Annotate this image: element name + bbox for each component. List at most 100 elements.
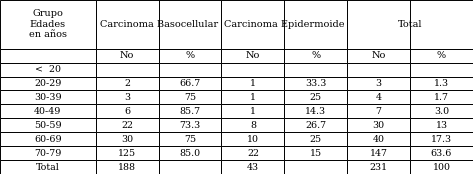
- Text: 73.3: 73.3: [179, 121, 201, 130]
- Bar: [158, 63, 221, 77]
- Bar: [96, 77, 158, 90]
- Bar: [410, 160, 473, 174]
- Text: 40: 40: [373, 135, 385, 144]
- Text: 40-49: 40-49: [34, 107, 61, 116]
- Text: 3: 3: [124, 93, 130, 102]
- Bar: [284, 160, 347, 174]
- Bar: [158, 49, 221, 63]
- Bar: [0, 104, 96, 118]
- Text: 20-29: 20-29: [34, 79, 61, 88]
- Text: Total: Total: [36, 163, 60, 172]
- Bar: [221, 146, 284, 160]
- Text: 6: 6: [124, 107, 130, 116]
- Text: 10: 10: [247, 135, 259, 144]
- Text: 22: 22: [121, 121, 133, 130]
- Bar: [96, 132, 158, 146]
- Text: %: %: [185, 51, 194, 60]
- Bar: [221, 77, 284, 90]
- Text: 231: 231: [369, 163, 388, 172]
- Text: 26.7: 26.7: [305, 121, 326, 130]
- Text: 60-69: 60-69: [34, 135, 61, 144]
- Bar: [284, 118, 347, 132]
- Bar: [0, 90, 96, 104]
- Text: Grupo
Edades
en años: Grupo Edades en años: [29, 9, 67, 39]
- Text: 85.7: 85.7: [179, 107, 201, 116]
- Text: %: %: [437, 51, 446, 60]
- Text: 8: 8: [250, 121, 256, 130]
- Text: 63.6: 63.6: [431, 149, 452, 158]
- Bar: [0, 0, 96, 49]
- Bar: [96, 160, 158, 174]
- Bar: [410, 104, 473, 118]
- Text: 7: 7: [376, 107, 382, 116]
- Bar: [347, 90, 410, 104]
- Bar: [284, 49, 347, 63]
- Bar: [96, 118, 158, 132]
- Text: 1: 1: [250, 93, 256, 102]
- Bar: [221, 160, 284, 174]
- Text: No: No: [371, 51, 386, 60]
- Text: <  20: < 20: [35, 65, 61, 74]
- Bar: [347, 63, 410, 77]
- Text: 66.7: 66.7: [179, 79, 201, 88]
- Bar: [96, 146, 158, 160]
- Text: 75: 75: [184, 93, 196, 102]
- Bar: [158, 77, 221, 90]
- Bar: [347, 118, 410, 132]
- Bar: [158, 132, 221, 146]
- Text: 25: 25: [310, 93, 322, 102]
- Text: 17.3: 17.3: [431, 135, 452, 144]
- Bar: [410, 146, 473, 160]
- Bar: [158, 104, 221, 118]
- Bar: [158, 146, 221, 160]
- Bar: [410, 49, 473, 63]
- Bar: [347, 160, 410, 174]
- Text: Total: Total: [398, 20, 422, 29]
- Text: 30: 30: [121, 135, 133, 144]
- Text: No: No: [120, 51, 134, 60]
- Bar: [96, 63, 158, 77]
- Bar: [96, 0, 221, 49]
- Bar: [347, 49, 410, 63]
- Bar: [221, 63, 284, 77]
- Text: 33.3: 33.3: [305, 79, 326, 88]
- Bar: [0, 160, 96, 174]
- Text: 3.0: 3.0: [434, 107, 449, 116]
- Text: 22: 22: [247, 149, 259, 158]
- Bar: [221, 104, 284, 118]
- Bar: [221, 90, 284, 104]
- Text: 125: 125: [118, 149, 136, 158]
- Text: 30-39: 30-39: [34, 93, 61, 102]
- Text: %: %: [311, 51, 320, 60]
- Bar: [410, 63, 473, 77]
- Bar: [158, 160, 221, 174]
- Text: 1: 1: [250, 107, 256, 116]
- Bar: [347, 104, 410, 118]
- Bar: [284, 104, 347, 118]
- Bar: [96, 49, 158, 63]
- Text: 2: 2: [124, 79, 130, 88]
- Text: 13: 13: [436, 121, 447, 130]
- Bar: [410, 118, 473, 132]
- Text: Carcinoma Epidermoide: Carcinoma Epidermoide: [224, 20, 345, 29]
- Bar: [347, 0, 473, 49]
- Text: 1: 1: [250, 79, 256, 88]
- Bar: [284, 132, 347, 146]
- Bar: [96, 90, 158, 104]
- Text: 4: 4: [376, 93, 382, 102]
- Bar: [96, 104, 158, 118]
- Text: 75: 75: [184, 135, 196, 144]
- Bar: [0, 49, 96, 63]
- Text: No: No: [245, 51, 260, 60]
- Bar: [284, 63, 347, 77]
- Bar: [284, 90, 347, 104]
- Bar: [0, 132, 96, 146]
- Bar: [221, 49, 284, 63]
- Bar: [410, 90, 473, 104]
- Bar: [347, 132, 410, 146]
- Text: 147: 147: [370, 149, 388, 158]
- Bar: [410, 132, 473, 146]
- Bar: [0, 77, 96, 90]
- Text: 50-59: 50-59: [34, 121, 61, 130]
- Text: 100: 100: [432, 163, 451, 172]
